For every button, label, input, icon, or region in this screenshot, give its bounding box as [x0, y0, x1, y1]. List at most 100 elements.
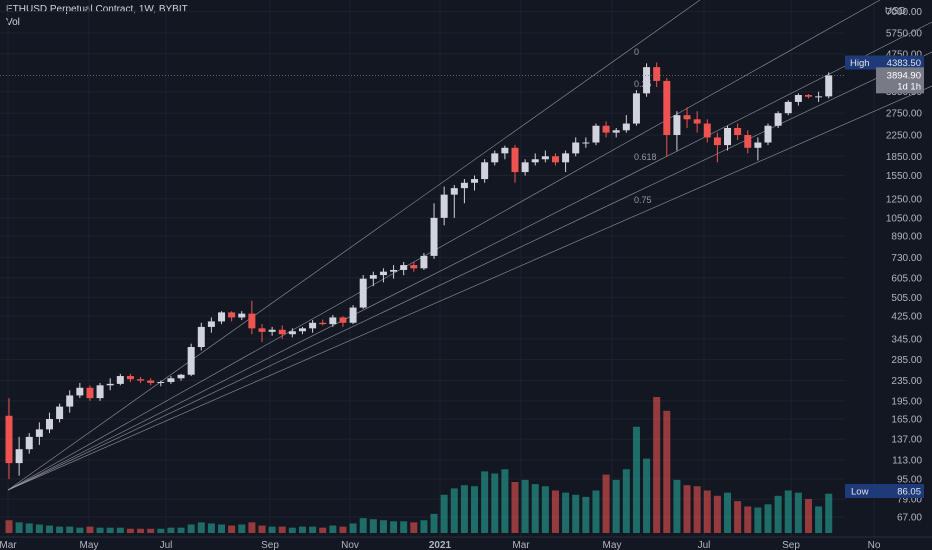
volume-bar	[339, 526, 347, 533]
fan-line	[7, 85, 932, 491]
chart-title: ETHUSD Perpetual Contract, 1W, BYBIT	[6, 4, 188, 15]
candle-body	[35, 429, 43, 437]
candle-body	[481, 162, 489, 180]
candle-body	[815, 96, 823, 98]
low-badge-label: Low	[851, 487, 869, 498]
volume-bar	[35, 524, 43, 533]
volume-bar	[511, 482, 519, 533]
volume-bar	[137, 528, 145, 533]
candle-body	[278, 329, 286, 335]
volume-bar	[734, 501, 742, 533]
volume-bar	[815, 506, 823, 533]
volume-bar	[228, 525, 236, 533]
candle-body	[25, 436, 33, 450]
volume-bar	[218, 524, 226, 533]
volume-bar	[430, 513, 438, 533]
volume-bar	[572, 494, 580, 533]
price-tick-label: 165.00	[891, 415, 922, 426]
low-badge-value: 86.05	[897, 487, 921, 498]
volume-bar	[551, 490, 559, 533]
time-tick-label: Nov	[341, 540, 359, 550]
volume-bar	[268, 526, 276, 533]
volume-bar	[784, 490, 792, 533]
candle-body	[400, 265, 408, 270]
volume-bar	[157, 528, 165, 533]
volume-bar	[632, 426, 640, 533]
candle-body	[430, 217, 438, 256]
volume-bar	[298, 526, 306, 533]
candle-body	[45, 419, 53, 430]
candle-body	[683, 115, 691, 120]
candle-body	[491, 153, 499, 163]
volume-bar	[612, 479, 620, 533]
price-tick-label: 890.00	[891, 231, 922, 242]
candle-body	[734, 127, 742, 135]
volume-bar	[106, 527, 114, 533]
candle-body	[643, 67, 651, 94]
fan-level-label: 0.25	[634, 79, 652, 89]
candle-body	[218, 312, 226, 322]
volume-bar	[602, 474, 610, 533]
candle-body	[754, 142, 762, 148]
candle-body	[309, 322, 317, 329]
candle-body	[450, 188, 458, 195]
candle-body	[379, 271, 387, 276]
price-tick-label: 1050.00	[886, 213, 923, 224]
volume-bar	[359, 518, 367, 533]
volume-bar	[238, 524, 246, 533]
fan-line	[7, 0, 701, 491]
volume-bar	[390, 521, 398, 533]
candle-body	[622, 123, 630, 131]
candle-body	[56, 406, 64, 420]
volume-bar	[379, 520, 387, 533]
volume-bar	[724, 492, 732, 533]
candle-body	[298, 328, 306, 332]
current-price-value: 3894.90	[887, 70, 921, 81]
volume-bar	[804, 499, 812, 533]
candle-body	[460, 182, 468, 189]
time-tick-label: Mar	[0, 540, 17, 550]
volume-bar	[693, 486, 701, 533]
price-tick-label: 730.00	[891, 253, 922, 264]
high-badge-label-bg	[845, 55, 878, 70]
candle-body	[693, 119, 701, 124]
candle-body	[663, 80, 671, 135]
candle-body	[794, 95, 802, 102]
volume-bar	[96, 527, 104, 533]
volume-bar	[56, 526, 64, 533]
candle-body	[724, 127, 732, 146]
volume-indicator-label[interactable]: Vol	[6, 17, 20, 28]
volume-bar	[45, 525, 53, 533]
price-tick-label: 605.00	[891, 273, 922, 284]
fibonacci-speed-fan[interactable]: 0 0.25 0.618 0.75	[7, 0, 932, 491]
volume-bar	[76, 527, 84, 533]
currency-label: USD	[885, 6, 906, 17]
volume-bar	[744, 506, 752, 533]
volume-bar	[177, 527, 185, 533]
candle-body	[582, 142, 590, 144]
price-tick-label: 79.00	[897, 495, 922, 506]
volume-bar	[258, 525, 266, 533]
candle-body	[106, 383, 114, 386]
volume-bar	[764, 504, 772, 533]
fan-level-label: 0.75	[634, 195, 652, 205]
candle-body	[592, 125, 600, 143]
candle-body	[804, 95, 812, 97]
volume-bar	[713, 495, 721, 533]
price-tick-label: 7000.00	[886, 7, 923, 18]
volume-bar	[582, 496, 590, 533]
volume-bar	[653, 397, 661, 533]
candle-body	[339, 317, 347, 323]
time-tick-label: Jul	[698, 540, 711, 550]
price-tick-label: 1850.00	[886, 152, 923, 163]
volume-bar	[349, 523, 357, 533]
volume-bar	[369, 519, 377, 533]
candle-body	[15, 449, 23, 464]
candle-body	[5, 415, 13, 464]
high-badge-value: 4383.50	[887, 58, 921, 69]
candle-body	[238, 313, 246, 318]
candle-body	[551, 156, 559, 163]
volume-bar	[794, 492, 802, 533]
volume-bar	[278, 526, 286, 533]
